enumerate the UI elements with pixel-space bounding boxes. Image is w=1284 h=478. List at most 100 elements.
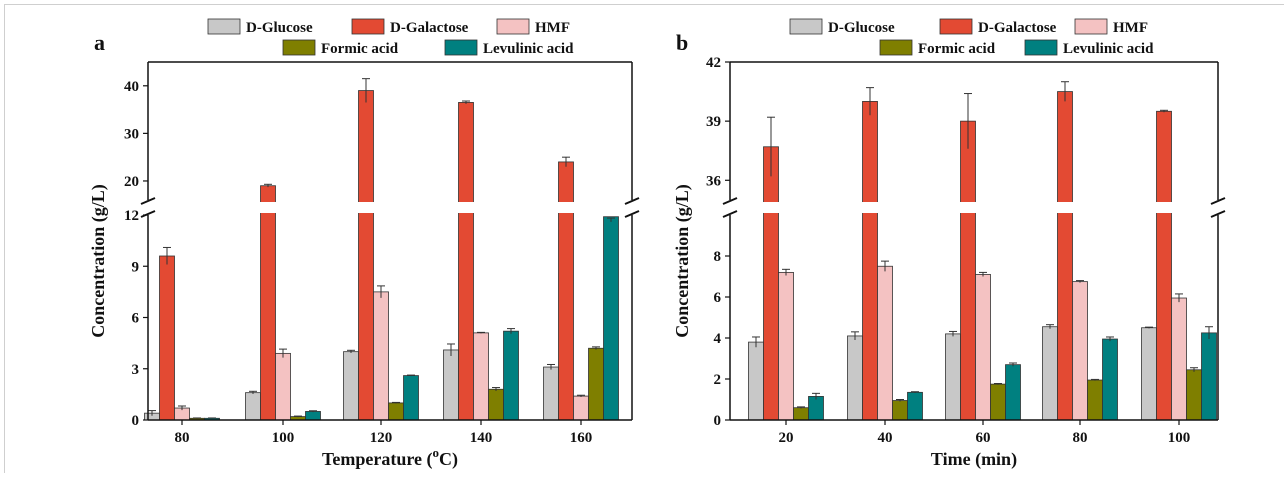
bar-a-1-1 — [261, 186, 276, 420]
xtick-label-a-0: 80 — [175, 430, 190, 446]
xaxis-label-b: Time (min) — [931, 449, 1017, 470]
ytick-label-upper-a-2: 40 — [124, 79, 139, 95]
bar-b-1-3 — [1058, 92, 1073, 420]
legend-swatch-a-1 — [352, 19, 384, 34]
axis-break-gap-a — [140, 202, 640, 213]
ytick-label-lower-b-3: 6 — [714, 290, 722, 306]
ytick-label-upper-a-0: 20 — [124, 174, 139, 190]
bar-a-0-2 — [344, 352, 359, 420]
bar-b-2-1 — [878, 266, 893, 420]
ytick-label-upper-a-1: 30 — [124, 126, 139, 142]
ytick-label-lower-a-2: 6 — [132, 311, 140, 327]
bar-a-0-4 — [544, 367, 559, 420]
bar-b-2-4 — [1172, 298, 1187, 420]
bar-a-3-3 — [489, 389, 504, 420]
bar-a-1-3 — [459, 102, 474, 420]
ytick-label-upper-b-1: 39 — [706, 114, 721, 130]
bar-b-2-2 — [976, 274, 991, 420]
bar-b-4-4 — [1202, 333, 1217, 420]
ytick-label-lower-b-0: 0 — [714, 413, 722, 429]
bar-a-2-4 — [574, 396, 589, 420]
bar-b-4-0 — [809, 396, 824, 420]
bar-a-2-3 — [474, 333, 489, 420]
legend-swatch-a-3 — [283, 40, 315, 55]
ytick-label-lower-b-1: 2 — [714, 372, 722, 388]
xtick-label-a-4: 160 — [570, 430, 593, 446]
bar-b-2-3 — [1073, 282, 1088, 420]
bar-a-0-3 — [444, 350, 459, 420]
legend-label-b-3: Formic acid — [918, 41, 996, 57]
panel-label-b: b — [676, 30, 688, 55]
bar-b-0-0 — [749, 342, 764, 420]
bar-b-1-1 — [863, 101, 878, 420]
xtick-label-a-2: 120 — [370, 430, 393, 446]
legend-swatch-a-2 — [497, 19, 529, 34]
ytick-label-upper-b-0: 36 — [706, 173, 722, 189]
ytick-label-lower-a-0: 0 — [132, 413, 140, 429]
legend-label-b-2: HMF — [1113, 20, 1148, 36]
ytick-label-lower-b-2: 4 — [714, 331, 722, 347]
legend-label-a-4: Levulinic acid — [483, 41, 574, 57]
bar-a-0-1 — [246, 393, 261, 420]
ytick-label-lower-a-4: 12 — [124, 208, 139, 224]
bar-a-4-2 — [404, 376, 419, 420]
bar-b-1-0 — [764, 147, 779, 420]
bar-a-3-4 — [589, 348, 604, 420]
xtick-label-a-1: 100 — [272, 430, 295, 446]
bar-b-4-3 — [1103, 339, 1118, 420]
legend-swatch-a-4 — [445, 40, 477, 55]
yaxis-label-a: Concentration (g/L) — [88, 184, 109, 337]
bar-b-3-1 — [893, 401, 908, 420]
bar-b-3-0 — [794, 408, 809, 420]
legend-label-a-3: Formic acid — [321, 41, 399, 57]
legend-swatch-b-0 — [790, 19, 822, 34]
xaxis-label-main-a: Temperature ( — [322, 449, 432, 470]
bar-b-1-4 — [1157, 111, 1172, 420]
legend-label-b-4: Levulinic acid — [1063, 41, 1154, 57]
xtick-label-b-1: 40 — [878, 430, 893, 446]
bar-a-1-4 — [559, 162, 574, 420]
bar-b-0-3 — [1043, 327, 1058, 420]
legend-label-a-2: HMF — [535, 20, 570, 36]
ytick-label-lower-a-3: 9 — [132, 259, 140, 275]
legend-swatch-b-3 — [880, 40, 912, 55]
legend-label-a-0: D-Glucose — [246, 20, 313, 36]
bar-b-3-3 — [1088, 380, 1103, 420]
bar-a-4-1 — [306, 411, 321, 420]
bar-b-0-1 — [848, 336, 863, 420]
panel-label-a: a — [94, 30, 105, 55]
bar-a-2-1 — [276, 353, 291, 420]
xaxis-label-main-b: Time (min) — [931, 449, 1017, 470]
bar-b-1-2 — [961, 121, 976, 420]
bar-a-1-0 — [160, 256, 175, 420]
bar-b-2-0 — [779, 272, 794, 420]
bar-b-0-4 — [1142, 328, 1157, 420]
ytick-label-lower-a-1: 3 — [132, 362, 140, 378]
legend-label-b-0: D-Glucose — [828, 20, 895, 36]
bar-b-3-4 — [1187, 370, 1202, 420]
bar-a-4-4 — [604, 217, 619, 420]
bar-b-4-1 — [908, 392, 923, 420]
legend-swatch-a-0 — [208, 19, 240, 34]
legend-swatch-b-4 — [1025, 40, 1057, 55]
bar-b-0-2 — [946, 334, 961, 420]
xaxis-label-tail-a: C) — [439, 449, 458, 470]
xtick-label-b-0: 20 — [779, 430, 794, 446]
legend-swatch-b-1 — [940, 19, 972, 34]
legend-label-a-1: D-Galactose — [390, 20, 469, 36]
bar-b-3-2 — [991, 384, 1006, 420]
ytick-label-upper-b-2: 42 — [706, 55, 721, 71]
bar-a-4-3 — [504, 331, 519, 420]
ytick-label-lower-b-4: 8 — [714, 249, 722, 265]
yaxis-label-b: Concentration (g/L) — [672, 184, 693, 337]
bar-b-4-2 — [1006, 365, 1021, 420]
xtick-label-b-4: 100 — [1168, 430, 1191, 446]
xtick-label-a-3: 140 — [470, 430, 493, 446]
axis-break-gap-b — [722, 202, 1226, 213]
xtick-label-b-2: 60 — [976, 430, 991, 446]
legend-label-b-1: D-Galactose — [978, 20, 1057, 36]
legend-swatch-b-2 — [1075, 19, 1107, 34]
bar-a-3-2 — [389, 403, 404, 420]
